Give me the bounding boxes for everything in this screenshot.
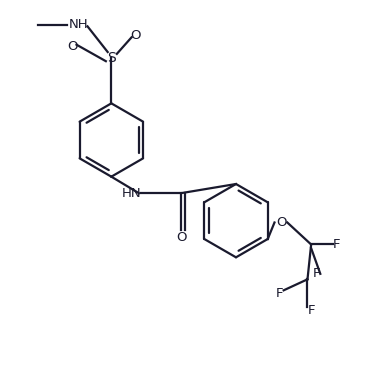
Text: O: O bbox=[176, 231, 186, 244]
Text: F: F bbox=[333, 238, 341, 251]
Text: S: S bbox=[107, 50, 116, 64]
Text: NH: NH bbox=[68, 18, 88, 31]
Text: O: O bbox=[68, 40, 78, 53]
Text: F: F bbox=[313, 267, 320, 280]
Text: F: F bbox=[276, 287, 284, 301]
Text: F: F bbox=[308, 304, 315, 317]
Text: O: O bbox=[276, 216, 287, 229]
Text: O: O bbox=[130, 29, 141, 42]
Text: HN: HN bbox=[122, 187, 141, 200]
